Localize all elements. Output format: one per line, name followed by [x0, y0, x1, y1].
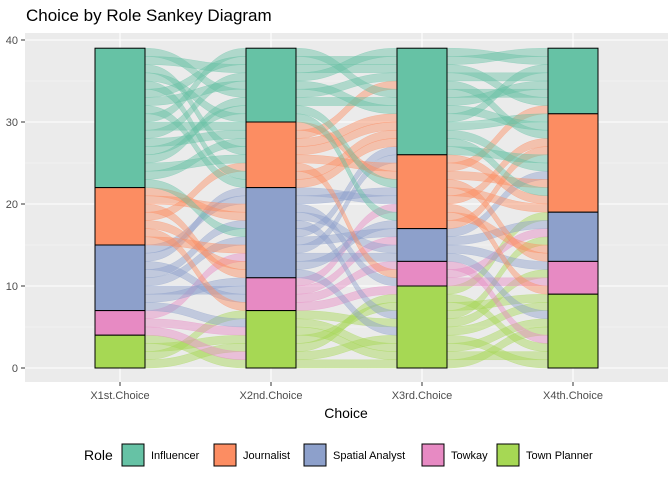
legend-label: Journalist: [243, 450, 290, 462]
x-axis-title: Choice: [324, 405, 368, 421]
legend-label: Towkay: [451, 450, 488, 462]
x-tick-label: X2nd.Choice: [240, 390, 303, 402]
stratum-segment: [547, 260, 599, 295]
stratum-segment: [396, 47, 448, 156]
legend: Role Influencer Journalist Spatial Analyst…: [84, 443, 593, 467]
stratum-segment: [547, 113, 599, 213]
legend-key: [303, 443, 327, 467]
chart-title: Choice by Role Sankey Diagram: [26, 6, 272, 25]
stratum-segment: [94, 187, 146, 246]
stratum-segment: [547, 211, 599, 262]
stratum-segment: [245, 121, 297, 189]
legend-label: Influencer: [151, 450, 200, 462]
stratum-segment: [94, 47, 146, 189]
stratum-segment: [245, 47, 297, 123]
y-tick-label: 10: [6, 281, 18, 293]
legend-label: Spatial Analyst: [333, 450, 405, 462]
stratum-segment: [94, 310, 146, 336]
stratum-segment: [396, 228, 448, 262]
stratum-segment: [547, 47, 599, 115]
y-axis: 0 10 20 30 40: [6, 35, 25, 375]
legend-key: [121, 443, 145, 467]
stratum-segment: [396, 285, 448, 369]
x-tick-label: X1st.Choice: [90, 390, 149, 402]
y-tick-label: 40: [6, 35, 18, 47]
stratum-segment: [396, 260, 448, 287]
y-tick-label: 20: [6, 199, 18, 211]
flow-ribbon: [295, 359, 398, 369]
flow-ribbon: [295, 252, 398, 262]
stratum-segment: [245, 277, 297, 312]
stratum-bars: [94, 47, 599, 369]
x-axis: X1st.Choice X2nd.Choice X3rd.Choice X4th.Ch…: [90, 382, 603, 402]
stratum-segment: [245, 310, 297, 369]
y-tick-label: 30: [6, 117, 18, 129]
stratum-segment: [94, 244, 146, 312]
y-tick-label: 0: [12, 363, 18, 375]
stratum-segment: [245, 187, 297, 279]
legend-key: [213, 443, 237, 467]
flow-ribbons: [144, 47, 549, 369]
stratum-segment: [547, 293, 599, 369]
stratum-segment: [396, 154, 448, 230]
x-tick-label: X4th.Choice: [543, 390, 603, 402]
x-tick-label: X3rd.Choice: [392, 390, 453, 402]
stratum-segment: [94, 334, 146, 369]
legend-key: [421, 443, 445, 467]
legend-title: Role: [84, 447, 113, 463]
legend-key: [496, 443, 520, 467]
legend-label: Town Planner: [526, 450, 593, 462]
